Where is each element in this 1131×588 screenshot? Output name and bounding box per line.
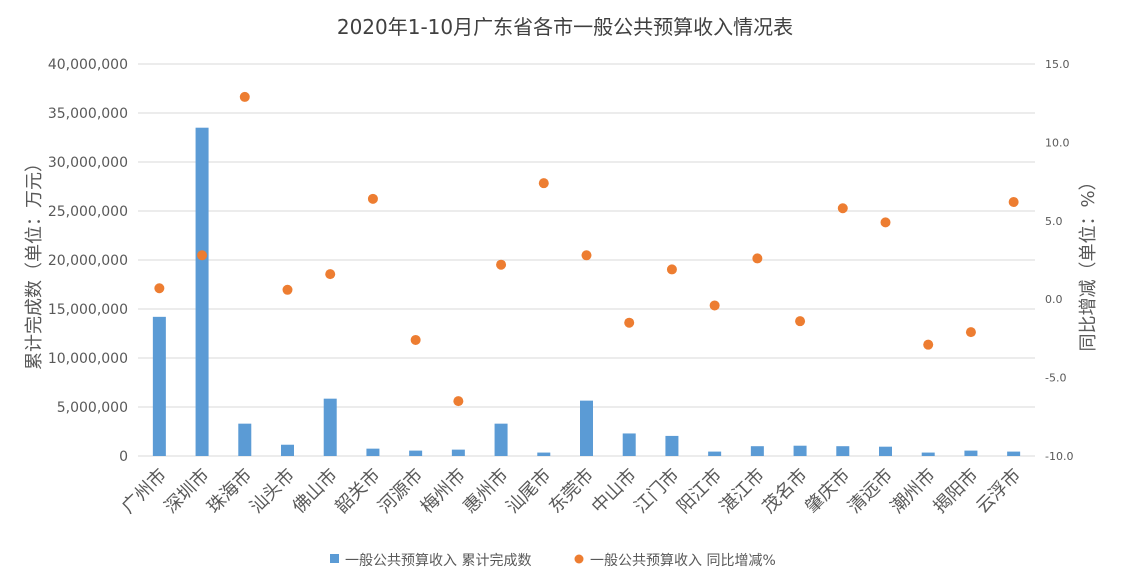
right-tick-label: 0.0 xyxy=(1045,293,1063,306)
bar xyxy=(323,398,337,456)
bar xyxy=(622,433,636,456)
data-point xyxy=(367,193,378,204)
data-point xyxy=(1008,196,1019,207)
right-axis-title: 同比增减（单位：%） xyxy=(1078,172,1099,351)
bar xyxy=(281,444,294,456)
bar xyxy=(793,445,807,456)
right-tick-label: -10.0 xyxy=(1045,450,1073,463)
bar xyxy=(708,451,722,456)
category-label: 东莞市 xyxy=(545,465,598,518)
data-point xyxy=(154,283,165,294)
chart-title: 2020年1-10月广东省各市一般公共预算收入情况表 xyxy=(337,15,793,39)
data-point xyxy=(282,284,293,295)
left-tick-label: 40,000,000 xyxy=(48,57,128,73)
right-axis-ticks: -10.0 -5.0 0.0 5.0 10.0 15.0 xyxy=(1045,58,1073,463)
category-label: 中山市 xyxy=(588,465,641,518)
legend-bar-swatch xyxy=(330,554,339,563)
left-tick-label: 30,000,000 xyxy=(48,155,128,171)
category-label: 汕尾市 xyxy=(502,465,555,518)
data-point xyxy=(880,217,891,228)
left-axis-title: 累计完成数（单位：万元） xyxy=(24,154,45,370)
category-label: 梅州市 xyxy=(417,465,470,518)
category-label: 江门市 xyxy=(630,465,683,518)
legend-dot-label: 一般公共预算收入 同比增减% xyxy=(590,553,776,569)
category-label: 清远市 xyxy=(844,465,897,518)
right-tick-label: 15.0 xyxy=(1045,58,1070,71)
data-point xyxy=(624,317,635,328)
bar xyxy=(580,400,593,456)
category-label: 珠海市 xyxy=(203,465,256,518)
data-point xyxy=(666,264,677,275)
bar xyxy=(964,450,978,456)
category-label: 广州市 xyxy=(118,465,171,518)
data-point xyxy=(752,253,763,264)
data-point xyxy=(325,269,336,280)
bar xyxy=(879,446,892,456)
left-axis-ticks: 0 5,000,000 10,000,000 15,000,000 20,000,000… xyxy=(48,57,128,465)
category-label: 惠州市 xyxy=(460,465,513,518)
data-point xyxy=(410,334,421,345)
left-tick-label: 10,000,000 xyxy=(48,351,128,367)
bar xyxy=(836,446,850,456)
right-tick-label: 5.0 xyxy=(1045,215,1063,228)
category-label: 汕头市 xyxy=(246,465,299,518)
bar xyxy=(152,316,166,456)
category-label: 湛江市 xyxy=(716,465,769,518)
left-tick-label: 35,000,000 xyxy=(48,106,128,122)
bar xyxy=(494,423,508,456)
legend: 一般公共预算收入 累计完成数 一般公共预算收入 同比增减% xyxy=(330,553,776,569)
bar xyxy=(451,449,465,456)
legend-bar-label: 一般公共预算收入 累计完成数 xyxy=(345,553,531,569)
bar xyxy=(238,423,252,456)
bar xyxy=(409,450,423,456)
category-label: 深圳市 xyxy=(161,465,214,518)
bar-series xyxy=(152,127,1021,456)
data-point xyxy=(795,316,806,327)
left-tick-label: 20,000,000 xyxy=(48,253,128,269)
right-tick-label: 10.0 xyxy=(1045,136,1070,149)
data-point xyxy=(239,91,250,102)
category-label: 潮州市 xyxy=(887,465,940,518)
data-point xyxy=(581,250,592,261)
legend-dot-swatch xyxy=(574,554,584,564)
data-point xyxy=(496,259,507,270)
category-label: 韶关市 xyxy=(331,465,384,518)
bar xyxy=(1007,451,1021,456)
bar xyxy=(665,435,679,456)
category-label: 佛山市 xyxy=(289,465,342,518)
category-label: 云浮市 xyxy=(972,465,1025,518)
data-point xyxy=(709,300,720,311)
category-label: 肇庆市 xyxy=(801,465,854,518)
data-point xyxy=(453,396,464,407)
data-point xyxy=(197,250,208,261)
bar xyxy=(921,452,935,456)
category-labels: 广州市深圳市珠海市汕头市佛山市韶关市河源市梅州市惠州市汕尾市东莞市中山市江门市阳… xyxy=(118,465,1025,518)
scatter-series xyxy=(154,91,1019,407)
data-point xyxy=(538,178,549,189)
left-tick-label: 5,000,000 xyxy=(57,400,128,416)
data-point xyxy=(837,203,848,214)
left-tick-label: 15,000,000 xyxy=(48,302,128,318)
data-point xyxy=(923,339,934,350)
right-tick-label: -5.0 xyxy=(1045,372,1066,385)
category-label: 河源市 xyxy=(374,465,427,518)
category-label: 茂名市 xyxy=(759,465,812,518)
category-label: 揭阳市 xyxy=(929,465,982,518)
category-label: 阳江市 xyxy=(673,465,726,518)
bar xyxy=(750,446,764,456)
data-point xyxy=(965,327,976,338)
left-tick-label: 25,000,000 xyxy=(48,204,128,220)
bar xyxy=(195,127,209,456)
left-tick-label: 0 xyxy=(119,449,128,465)
bar xyxy=(366,448,380,456)
bar xyxy=(537,452,551,456)
